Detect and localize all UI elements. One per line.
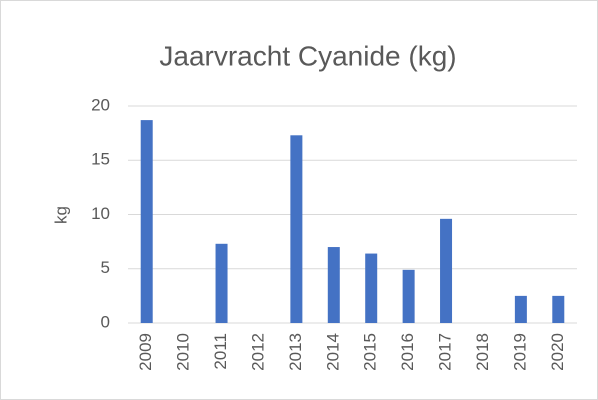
x-tick-label: 2012 [248,333,267,371]
x-tick-label: 2009 [136,333,155,371]
x-tick-label: 2015 [361,333,380,371]
x-tick-label: 2020 [548,333,567,371]
bar [365,253,378,323]
bar [327,247,340,323]
bar [290,135,303,323]
bar [552,295,565,323]
bar [440,218,453,323]
x-tick-label: 2011 [211,333,230,370]
bar [402,269,415,323]
y-tick-label: 20 [91,95,110,114]
x-tick-label: 2017 [436,333,455,371]
x-tick-label: 2013 [286,333,305,371]
x-tick-label: 2018 [473,333,492,371]
bar [514,295,527,323]
y-tick-label: 15 [91,150,110,169]
x-tick-label: 2010 [174,333,193,371]
y-tick-label: 5 [101,258,110,277]
y-tick-label: 0 [101,312,110,331]
x-tick-label: 2019 [510,333,529,371]
x-tick-label: 2014 [323,333,342,371]
y-axis-label: kg [51,206,70,224]
bar [215,243,228,323]
y-tick-label: 10 [91,204,110,223]
x-tick-label: 2016 [398,333,417,371]
chart-title: Jaarvracht Cyanide (kg) [159,40,456,71]
bar [140,120,153,323]
